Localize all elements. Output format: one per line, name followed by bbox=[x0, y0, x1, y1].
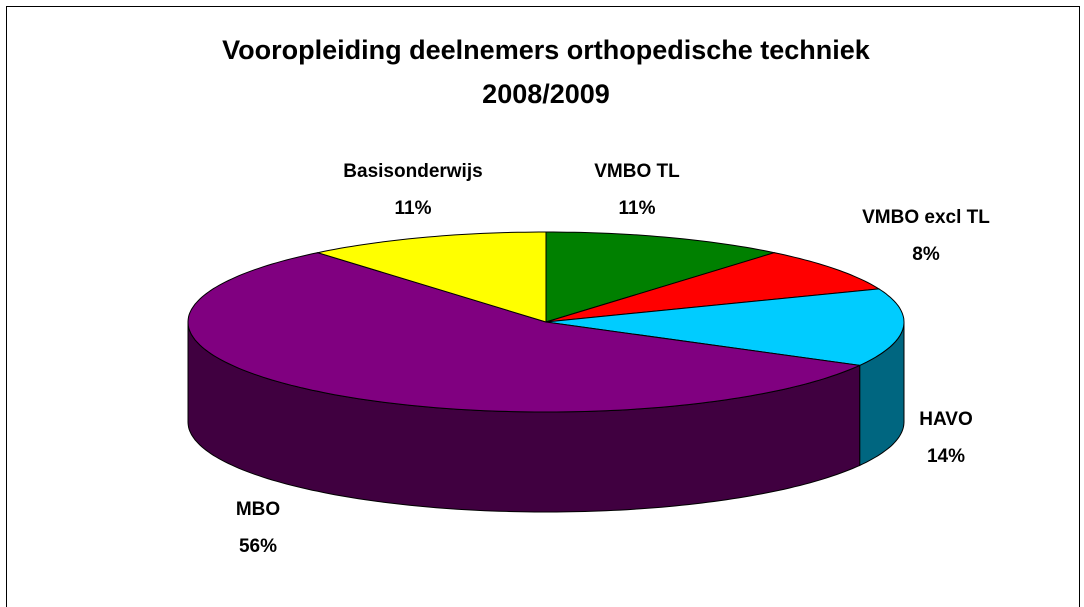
slice-label: MBO bbox=[236, 499, 280, 520]
slice-value-label: 11% bbox=[395, 198, 432, 219]
pie-slice bbox=[545, 252, 881, 323]
pie-slice bbox=[315, 231, 547, 323]
pie-slice bbox=[545, 288, 905, 366]
chart-title: 2008/2009 bbox=[482, 79, 610, 109]
pie-slice bbox=[187, 252, 862, 413]
slice-label: VMBO excl TL bbox=[862, 207, 990, 228]
slice-value-label: 14% bbox=[927, 446, 965, 467]
slice-label: VMBO TL bbox=[594, 161, 680, 182]
pie-slice bbox=[545, 231, 777, 323]
slice-label: Basisonderwijs bbox=[343, 161, 482, 182]
slice-value-label: 11% bbox=[619, 198, 656, 219]
slice-value-label: 56% bbox=[239, 536, 277, 557]
chart-title: Vooropleiding deelnemers orthopedische t… bbox=[222, 35, 871, 65]
slice-label: HAVO bbox=[919, 409, 972, 430]
slice-value-label: 8% bbox=[912, 244, 940, 265]
